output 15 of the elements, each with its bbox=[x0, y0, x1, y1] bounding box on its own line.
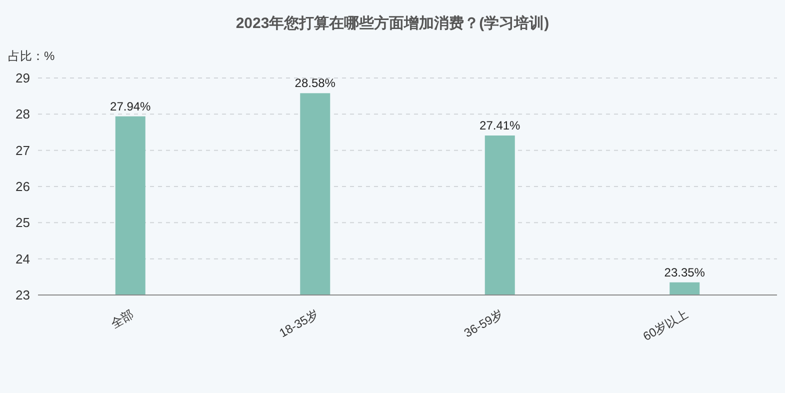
data-label: 23.35% bbox=[664, 265, 706, 280]
y-tick-label: 24 bbox=[16, 251, 30, 266]
y-tick-label: 25 bbox=[16, 215, 30, 230]
data-label: 27.41% bbox=[480, 118, 521, 133]
x-tick-label: 全部 bbox=[108, 306, 136, 331]
x-tick-label: 60岁以上 bbox=[640, 306, 690, 344]
y-tick-label: 28 bbox=[16, 106, 30, 122]
chart-title: 2023年您打算在哪些方面增加消费？(学习培训) bbox=[236, 14, 550, 32]
data-label: 28.58% bbox=[294, 76, 336, 90]
y-tick-label: 23 bbox=[16, 288, 30, 303]
y-tick-label: 26 bbox=[16, 179, 30, 194]
y-tick-label: 27 bbox=[16, 142, 30, 158]
data-label: 27.94% bbox=[110, 99, 152, 114]
y-axis-title: 占比：% bbox=[8, 49, 55, 63]
y-tick-label: 29 bbox=[16, 70, 30, 86]
